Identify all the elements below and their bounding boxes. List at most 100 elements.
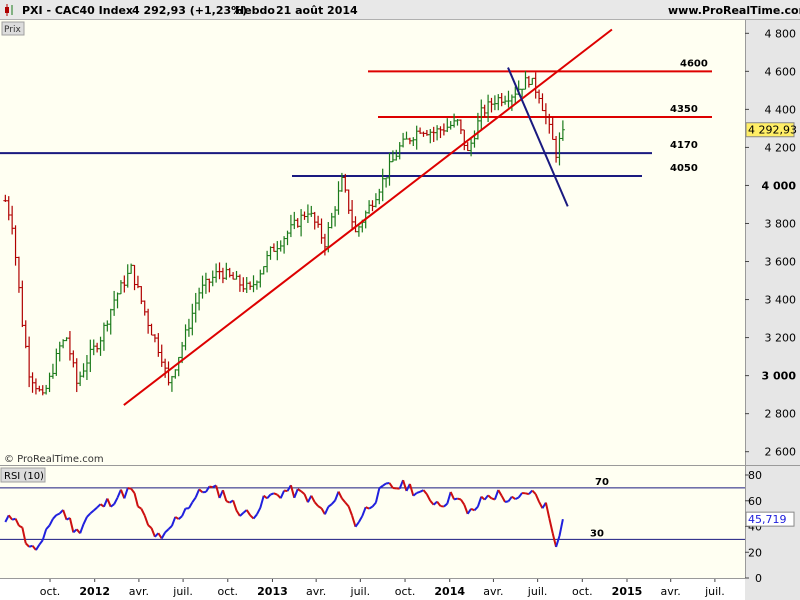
rsi-line-segment xyxy=(507,496,513,502)
price-axis-tick-label: 4 600 xyxy=(765,65,797,78)
rsi-line-segment xyxy=(443,502,448,508)
rsi-line-segment xyxy=(86,512,92,518)
time-axis-tick-label: juil. xyxy=(527,585,548,598)
rsi-axis-tick-label: 0 xyxy=(755,572,762,585)
rsi-line-segment xyxy=(167,525,173,530)
rsi-line-segment xyxy=(368,505,373,510)
rsi-line-segment xyxy=(21,527,27,544)
time-axis-tick-label: 2012 xyxy=(79,585,110,598)
rsi-line-segment xyxy=(110,503,115,508)
rsi-line-segment xyxy=(408,483,415,496)
rsi-line-segment xyxy=(89,509,95,515)
rsi-line-segment xyxy=(140,508,146,517)
rsi-line-segment xyxy=(460,498,466,506)
rsi-line-segment xyxy=(300,490,306,495)
rsi-line-segment xyxy=(52,514,58,520)
rsi-line-segment xyxy=(28,544,33,548)
rsi-line-segment xyxy=(548,517,554,534)
last-price-tag: 4 292,93 xyxy=(748,124,797,137)
rsi-line-segment xyxy=(487,494,493,500)
rsi-line-segment xyxy=(493,489,500,500)
rsi-line-segment xyxy=(330,499,336,505)
rsi-line-segment xyxy=(351,515,357,528)
time-axis-tick-label: oct. xyxy=(395,585,416,598)
rsi-line-segment xyxy=(164,528,170,534)
price-axis-tick-label: 4 800 xyxy=(765,27,797,40)
rsi-line-segment xyxy=(273,492,278,496)
price-axis-tick-label: 3 400 xyxy=(765,294,797,307)
level-label-4170: 4170 xyxy=(670,140,698,151)
rsi-line-segment xyxy=(143,515,150,526)
rsi-line-segment xyxy=(457,497,462,501)
price-axis-tick-label: 4 400 xyxy=(765,103,797,116)
price-panel-tag-box xyxy=(1,21,25,36)
trendline-resistance xyxy=(123,28,613,406)
rsi-line-segment xyxy=(531,489,537,495)
ohlc-bar xyxy=(560,120,565,141)
rsi-axis-tick-label: 80 xyxy=(748,469,762,482)
rsi-line-segment xyxy=(453,497,458,501)
rsi-line-segment xyxy=(225,500,231,504)
rsi-line-segment xyxy=(170,516,177,527)
rsi-line-segment xyxy=(511,495,516,500)
rsi-line-segment xyxy=(79,523,85,534)
rsi-line-segment xyxy=(388,482,394,489)
time-axis-tick-label: oct. xyxy=(40,585,61,598)
rsi-line-segment xyxy=(62,509,68,520)
time-axis-tick-label: avr. xyxy=(661,585,681,598)
rsi-line-segment xyxy=(436,501,442,507)
rsi-line-segment xyxy=(41,528,48,541)
rsi-line-segment xyxy=(303,493,309,503)
rsi-line-segment xyxy=(252,513,258,520)
rsi-line-segment xyxy=(188,501,194,509)
rsi-line-segment xyxy=(4,514,10,523)
rsi-line-segment xyxy=(25,542,30,548)
rsi-line-segment xyxy=(55,512,61,516)
rsi-line-segment xyxy=(517,492,523,499)
rsi-line-segment xyxy=(194,488,201,498)
rsi-line-segment xyxy=(232,500,238,511)
rsi-plot-area xyxy=(0,466,745,578)
rsi-line-segment xyxy=(449,491,455,500)
date-label: 21 août 2014 xyxy=(276,4,358,17)
rsi-line-segment xyxy=(514,496,520,501)
rsi-line-segment xyxy=(416,490,421,494)
level-label-4350: 4350 xyxy=(670,104,698,115)
rsi-line-segment xyxy=(235,509,241,517)
rsi-line-segment xyxy=(133,492,139,507)
rsi-line-segment xyxy=(48,518,54,526)
copyright-label: © ProRealTime.com xyxy=(4,454,104,465)
rsi-line-segment xyxy=(337,491,343,499)
rsi-line-segment xyxy=(239,512,244,517)
time-axis-tick-label: avr. xyxy=(483,585,503,598)
rsi-line-segment xyxy=(500,495,506,503)
price-plot-area xyxy=(0,20,745,465)
rsi-line-segment xyxy=(551,532,558,548)
price-axis-panel xyxy=(745,20,800,600)
rsi-line-segment xyxy=(209,485,213,489)
price-axis-tick-label: 3 200 xyxy=(765,332,797,345)
time-axis-tick-label: avr. xyxy=(129,585,149,598)
rsi-line-segment xyxy=(361,506,367,517)
rsi-line-segment xyxy=(35,544,41,551)
price-axis-tick-label: 4 200 xyxy=(765,141,797,154)
rsi-line-segment xyxy=(476,496,483,507)
rsi-line-segment xyxy=(18,524,23,529)
rsi-line-segment xyxy=(256,507,262,515)
rsi-line-segment xyxy=(215,485,221,499)
rsi-line-segment xyxy=(534,493,540,503)
rsi-line-segment xyxy=(245,509,251,516)
rsi-line-segment xyxy=(402,479,408,492)
price-axis-tick-label: 2 800 xyxy=(765,408,797,421)
rsi-last-tag: 45,719 xyxy=(748,513,787,526)
rsi-line-segment xyxy=(422,489,428,495)
rsi-line-segment xyxy=(123,487,129,499)
rsi-line-segment xyxy=(544,502,551,519)
rsi-line-segment xyxy=(297,488,302,493)
rsi-panel-tag-box xyxy=(0,467,46,483)
rsi-line-segment xyxy=(313,501,319,507)
rsi-line-segment xyxy=(127,487,132,490)
instrument-symbol: PXI - CAC40 Index xyxy=(22,4,134,17)
rsi-line-segment xyxy=(473,505,479,512)
time-axis-tick-label: 2014 xyxy=(434,585,465,598)
